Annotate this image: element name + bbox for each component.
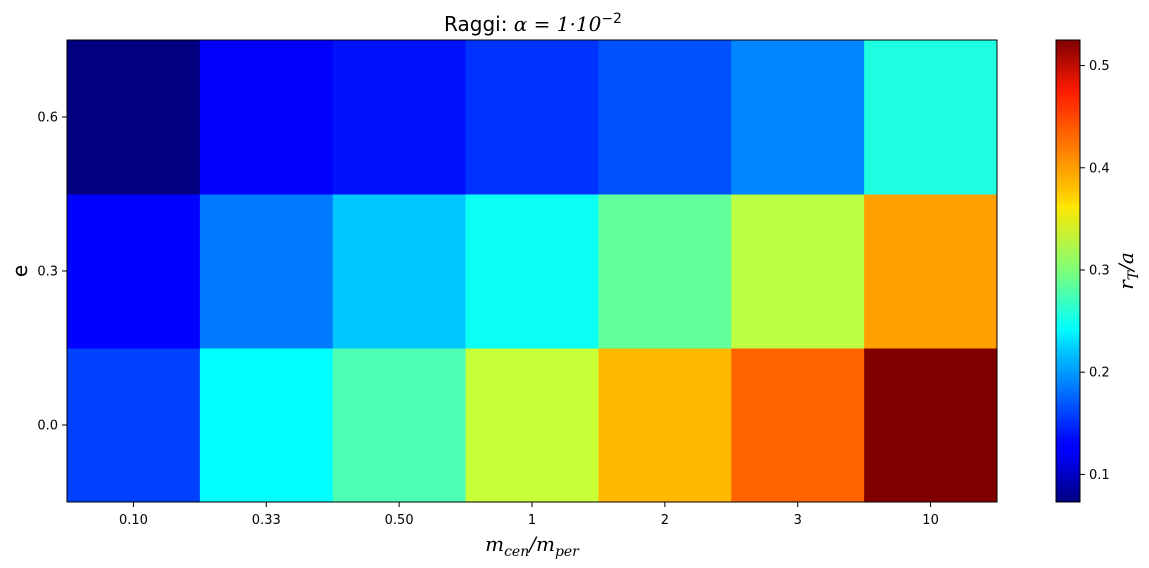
heatmap-cell xyxy=(332,194,467,349)
heatmap-cell xyxy=(731,348,865,503)
heatmap-cell xyxy=(864,40,998,195)
heatmap-cell xyxy=(731,194,865,349)
heatmap-cell xyxy=(864,348,998,503)
y-tick-label: 0.3 xyxy=(37,265,58,280)
x-tick-label: 10 xyxy=(922,513,939,528)
heatmap-cell xyxy=(465,348,599,503)
colorbar-tick-label: 0.4 xyxy=(1089,161,1110,176)
colorbar-tick-label: 0.3 xyxy=(1089,263,1110,278)
colorbar-ticks: 0.1 0.2 0.3 0.4 0.5 xyxy=(1080,59,1110,483)
x-axis-ticks: 0.10 0.33 0.50 1 2 3 10 xyxy=(119,502,939,528)
x-tick-label: 1 xyxy=(528,513,536,528)
heatmap-cell xyxy=(465,40,599,195)
heatmap-cell xyxy=(67,40,201,195)
heatmap-cells xyxy=(67,40,998,503)
colorbar-tick-label: 0.1 xyxy=(1089,468,1110,483)
x-tick-label: 2 xyxy=(661,513,669,528)
heatmap-cell xyxy=(199,348,334,503)
x-tick-label: 0.33 xyxy=(252,513,281,528)
heatmap-cell xyxy=(332,348,467,503)
x-axis-label: mcen/mper xyxy=(485,532,580,560)
y-axis-ticks: 0.0 0.3 0.6 xyxy=(37,111,67,434)
colorbar-tick-label: 0.2 xyxy=(1089,366,1110,381)
x-tick-label: 3 xyxy=(794,513,802,528)
heatmap-cell xyxy=(731,40,865,195)
colorbar-label: rT/a xyxy=(1114,252,1142,290)
x-tick-label: 0.50 xyxy=(385,513,414,528)
y-axis-label: e xyxy=(8,265,32,277)
heatmap-cell xyxy=(465,194,599,349)
chart-title: Raggi: α = 1·10−2 xyxy=(444,11,622,36)
heatmap-cell xyxy=(598,348,732,503)
colorbar xyxy=(1055,39,1081,503)
heatmap-cell xyxy=(199,40,334,195)
heatmap-cell xyxy=(199,194,334,349)
heatmap-cell xyxy=(598,194,732,349)
heatmap-cell xyxy=(67,348,201,503)
heatmap-cell xyxy=(67,194,201,349)
heatmap-cell xyxy=(864,194,998,349)
heatmap-cell xyxy=(598,40,732,195)
heatmap-cell xyxy=(332,40,467,195)
x-tick-label: 0.10 xyxy=(119,513,148,528)
y-tick-label: 0.0 xyxy=(37,419,58,434)
colorbar-tick-label: 0.5 xyxy=(1089,59,1110,74)
y-tick-label: 0.6 xyxy=(37,111,58,126)
